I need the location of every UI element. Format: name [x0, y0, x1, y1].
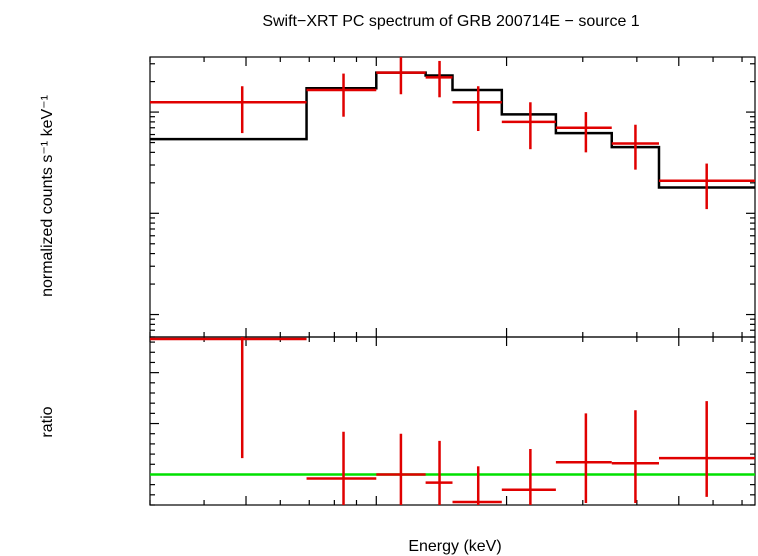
spectrum-data-point [611, 124, 659, 170]
spectrum-data-point [658, 163, 755, 210]
spectrum-data-point [425, 60, 453, 98]
ratio-y-axis-label: ratio [39, 406, 56, 437]
ratio-data-point [658, 401, 755, 497]
x-axis-label: Energy (keV) [408, 538, 501, 555]
ratio-data-point [306, 431, 377, 505]
spectrum-data-point [306, 73, 377, 117]
model-step-line [150, 71, 755, 189]
spectrum-data-point [555, 112, 612, 153]
spectrum-data-point [501, 102, 556, 150]
ratio-data-point [150, 337, 307, 459]
spectrum-frame [149, 56, 756, 338]
ratio-data-point [452, 466, 502, 505]
ratio-frame [149, 336, 756, 506]
ratio-data-point [611, 410, 659, 503]
ratio-data-point [501, 449, 556, 505]
spectrum-data-point [452, 86, 502, 132]
spectrum-data-point [376, 57, 426, 95]
ratio-panel [149, 336, 756, 506]
ratio-data-point [425, 440, 453, 505]
chart-title: Swift−XRT PC spectrum of GRB 200714E − s… [262, 13, 639, 30]
spectrum-panel [149, 56, 756, 338]
spectrum-y-axis-label: normalized counts s⁻¹ keV⁻¹ [39, 95, 56, 297]
spectrum-data-point [150, 86, 307, 134]
ratio-data-point [376, 433, 426, 505]
ratio-data-point [555, 413, 612, 503]
